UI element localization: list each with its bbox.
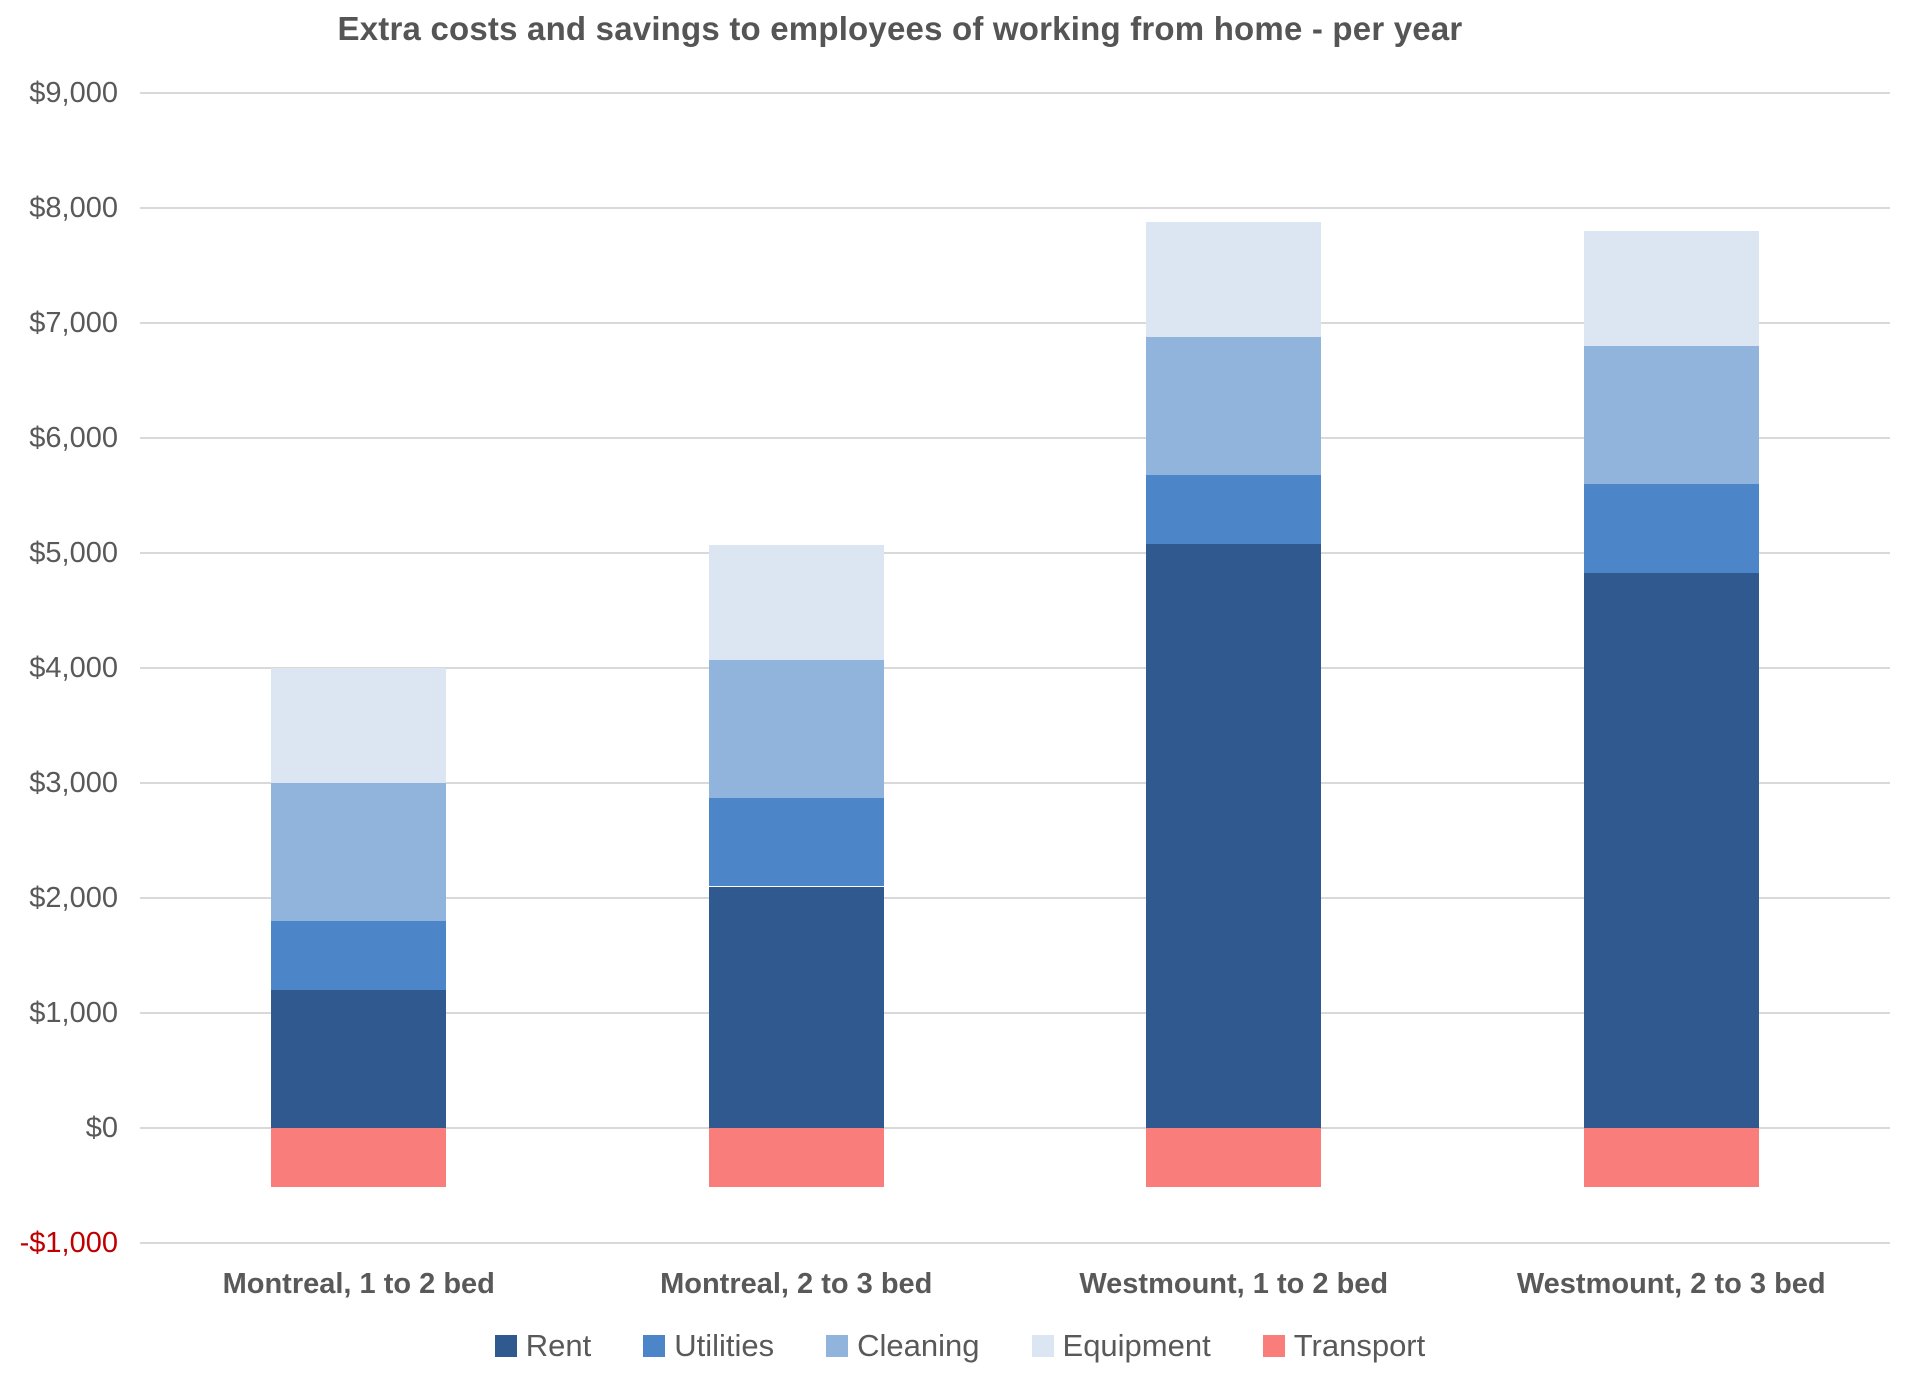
gridline-9000 — [140, 92, 1890, 94]
x-axis-label-westmount-2-to-3-bed: Westmount, 2 to 3 bed — [1516, 1268, 1826, 1300]
legend-swatch-transport — [1262, 1335, 1285, 1357]
bar-segment-montreal-1-to-2-bed-cleaning — [271, 783, 447, 921]
bar-segment-montreal-2-to-3-bed-rent — [708, 886, 884, 1128]
x-axis-label-montreal-2-to-3-bed: Montreal, 2 to 3 bed — [660, 1268, 933, 1300]
legend-label-rent: Rent — [525, 1328, 592, 1363]
bar-segment-westmount-2-to-3-bed-rent — [1583, 572, 1759, 1128]
legend-label-utilities: Utilities — [674, 1328, 775, 1363]
bar-segment-montreal-2-to-3-bed-transport — [708, 1128, 884, 1187]
bar-segment-montreal-1-to-2-bed-utilities — [271, 921, 447, 990]
gridline-8000 — [140, 207, 1890, 209]
bar-segment-montreal-1-to-2-bed-equipment — [271, 668, 447, 783]
y-axis-tick-5000: $5,000 — [29, 537, 118, 569]
gridline-7000 — [140, 322, 1890, 324]
y-axis-tick-3000: $3,000 — [29, 767, 118, 799]
y-axis-tick-6000: $6,000 — [29, 422, 118, 454]
bar-segment-westmount-2-to-3-bed-cleaning — [1583, 346, 1759, 484]
legend-label-cleaning: Cleaning — [857, 1328, 980, 1363]
legend-item-transport: Transport — [1262, 1328, 1426, 1364]
legend-label-transport: Transport — [1293, 1328, 1426, 1363]
y-axis-tick-0: $0 — [85, 1112, 118, 1144]
legend-label-equipment: Equipment — [1062, 1328, 1211, 1363]
bar-segment-montreal-2-to-3-bed-cleaning — [708, 659, 884, 798]
legend-item-cleaning: Cleaning — [826, 1328, 980, 1364]
y-axis-tick--1000: -$1,000 — [19, 1227, 118, 1259]
gridline-2000 — [140, 897, 1890, 899]
y-axis-tick-9000: $9,000 — [29, 77, 118, 109]
y-axis-tick-7000: $7,000 — [29, 307, 118, 339]
bar-segment-westmount-1-to-2-bed-utilities — [1146, 474, 1322, 544]
y-axis-tick-4000: $4,000 — [29, 652, 118, 684]
legend-item-rent: Rent — [494, 1328, 592, 1364]
y-axis-tick-8000: $8,000 — [29, 192, 118, 224]
bar-segment-westmount-1-to-2-bed-equipment — [1146, 221, 1322, 337]
gridline-0 — [140, 1127, 1890, 1129]
bar-segment-montreal-1-to-2-bed-transport — [271, 1128, 447, 1187]
bar-segment-westmount-2-to-3-bed-transport — [1583, 1128, 1759, 1187]
bar-segment-westmount-1-to-2-bed-transport — [1146, 1128, 1322, 1187]
y-axis-tick-1000: $1,000 — [29, 997, 118, 1029]
legend: Rent Utilities Cleaning Equipment Transport — [0, 1324, 1920, 1368]
legend-swatch-cleaning — [826, 1335, 849, 1357]
gridline-3000 — [140, 782, 1890, 784]
gridline-5000 — [140, 552, 1890, 554]
legend-swatch-utilities — [643, 1335, 666, 1357]
bar-segment-montreal-2-to-3-bed-equipment — [708, 544, 884, 660]
gridline--1000 — [140, 1242, 1890, 1244]
y-axis-tick-2000: $2,000 — [29, 882, 118, 914]
x-axis-label-montreal-1-to-2-bed: Montreal, 1 to 2 bed — [222, 1268, 495, 1300]
bar-segment-montreal-2-to-3-bed-utilities — [708, 797, 884, 887]
legend-swatch-equipment — [1031, 1335, 1054, 1357]
bar-segment-westmount-2-to-3-bed-utilities — [1583, 484, 1759, 573]
gridline-1000 — [140, 1012, 1890, 1014]
legend-item-utilities: Utilities — [643, 1328, 774, 1364]
bar-segment-westmount-1-to-2-bed-rent — [1146, 543, 1322, 1128]
bar-segment-westmount-1-to-2-bed-cleaning — [1146, 336, 1322, 475]
gridline-6000 — [140, 437, 1890, 439]
bar-segment-westmount-2-to-3-bed-equipment — [1583, 231, 1759, 346]
gridline-4000 — [140, 667, 1890, 669]
chart-title: Extra costs and savings to employees of … — [337, 10, 1463, 47]
bar-segment-montreal-1-to-2-bed-rent — [271, 990, 447, 1128]
legend-item-equipment: Equipment — [1031, 1328, 1211, 1364]
x-axis-label-westmount-1-to-2-bed: Westmount, 1 to 2 bed — [1079, 1268, 1389, 1300]
legend-swatch-rent — [494, 1335, 517, 1357]
